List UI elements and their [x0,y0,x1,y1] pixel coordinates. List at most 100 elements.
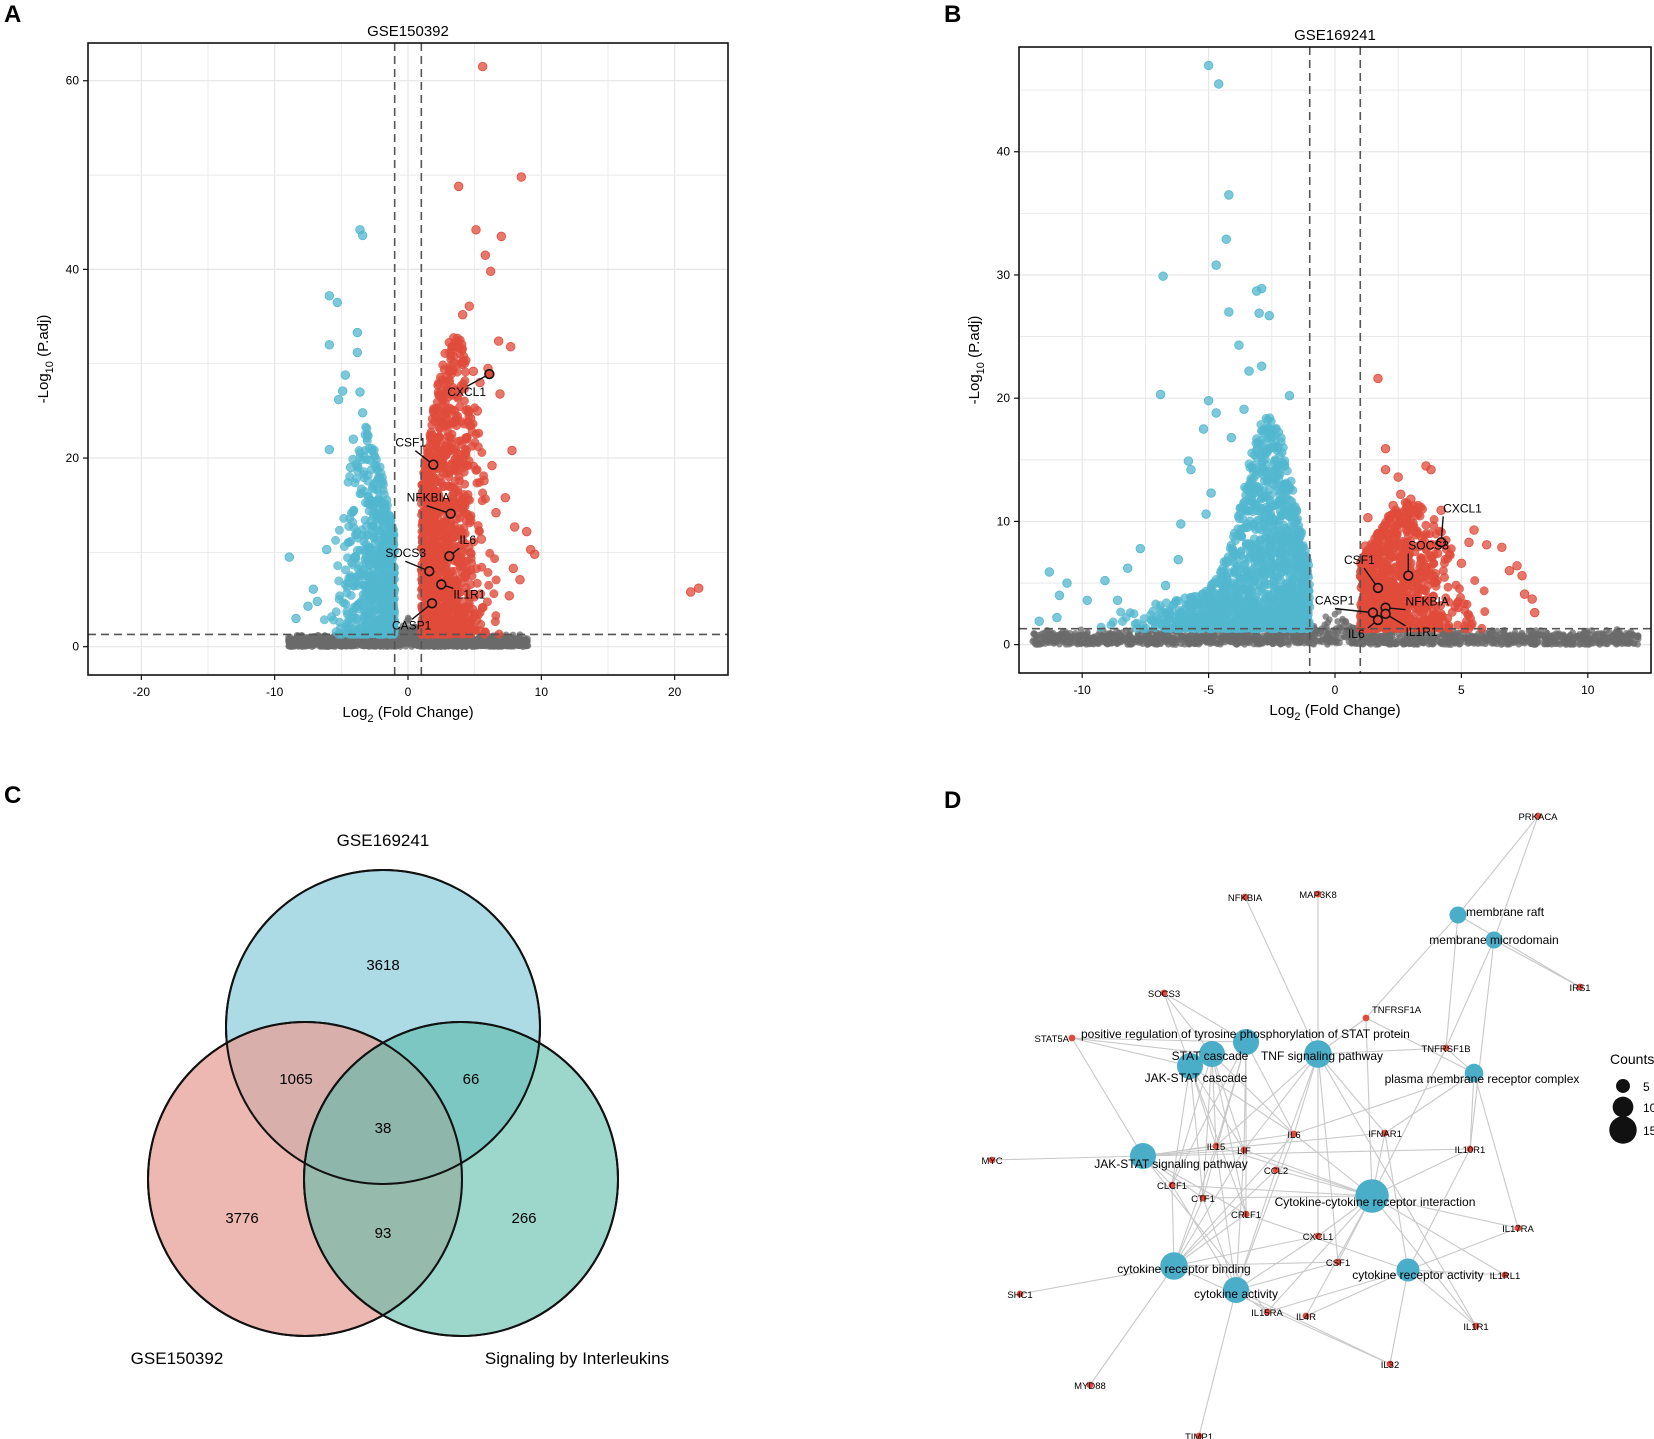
highlighted-gene-point [444,550,455,562]
down-point [333,394,344,405]
down-point [383,510,393,520]
ns-point [1057,634,1065,642]
up-point [480,250,491,260]
ns-point [1177,633,1185,640]
down-point [312,596,323,607]
gene-annotation-label: CASP1 [392,618,432,632]
down-point [340,370,351,380]
down-point [373,579,383,589]
up-point [474,428,484,438]
down-point [386,582,396,592]
x-tick-label: -10 [266,685,284,699]
down-point [376,498,386,508]
up-point [454,472,464,482]
down-point [331,535,341,545]
down-point [388,525,398,535]
ns-point [1369,639,1376,646]
down-point [367,526,377,536]
down-point [364,443,375,454]
ns-point [285,638,293,646]
ns-point [441,643,448,650]
ns-point [1094,637,1101,645]
up-point [487,460,497,471]
up-point [461,367,470,377]
up-point [463,566,473,576]
ns-point [304,635,312,642]
ns-point [1322,613,1330,620]
down-point [361,552,371,562]
ns-point [307,641,314,648]
gene-annotation-label: CSF1 [395,436,426,450]
down-point [362,433,372,443]
down-point [319,615,329,625]
ns-point [1583,630,1591,638]
ns-point [464,638,471,646]
ns-point [1163,634,1170,642]
down-point [368,590,378,600]
ns-point [513,641,520,648]
ns-point [1233,639,1241,646]
down-point [352,327,363,338]
ns-point [1083,630,1091,638]
ns-point [1574,633,1581,640]
ns-point [1324,639,1332,646]
up-point [472,578,482,588]
ns-point [1600,631,1608,638]
y-tick-label: 60 [66,74,80,88]
up-point [431,547,441,556]
up-point [496,231,507,242]
ns-point [1045,631,1053,638]
up-point [477,562,487,572]
up-point [474,527,484,536]
ns-point [1084,637,1092,645]
down-point [333,561,343,571]
up-point [418,578,428,588]
up-point [495,389,505,399]
up-point [438,628,448,638]
up-point [433,448,443,458]
down-point [352,545,362,555]
up-point [449,352,459,361]
highlighted-gene-point [426,598,438,609]
up-point [444,591,454,601]
up-point [485,548,495,558]
ns-point [1595,636,1603,643]
panel-label-d: D [944,787,961,814]
up-point [685,587,696,597]
up-point [491,611,501,621]
down-point [382,590,392,600]
up-point [471,225,481,235]
ns-point [1115,633,1122,640]
down-point [373,466,383,475]
down-point [345,472,355,481]
ns-point [1294,637,1302,645]
panel-label-b: B [944,1,961,28]
up-point [472,465,482,475]
ns-point [458,643,466,650]
up-point [476,534,487,544]
up-point [464,301,475,311]
up-point [529,549,540,559]
down-point [372,485,382,494]
gene-annotation-label: NFKBIA [407,491,450,505]
down-point [357,408,368,418]
down-point [370,545,380,555]
down-point [359,470,369,480]
up-point [693,583,704,593]
ns-point [491,638,499,646]
ns-point [1285,641,1292,648]
ns-point [1474,640,1481,647]
down-point [1096,622,1106,632]
ns-point [1576,640,1584,647]
ns-point [1066,634,1073,642]
up-point [516,172,527,182]
highlighted-gene-point [445,508,456,519]
up-point [508,563,519,574]
up-point [473,442,483,452]
down-point [348,434,359,444]
x-tick-label: -20 [133,685,151,699]
down-point [361,422,371,432]
up-point [437,519,447,529]
up-point [507,445,517,456]
